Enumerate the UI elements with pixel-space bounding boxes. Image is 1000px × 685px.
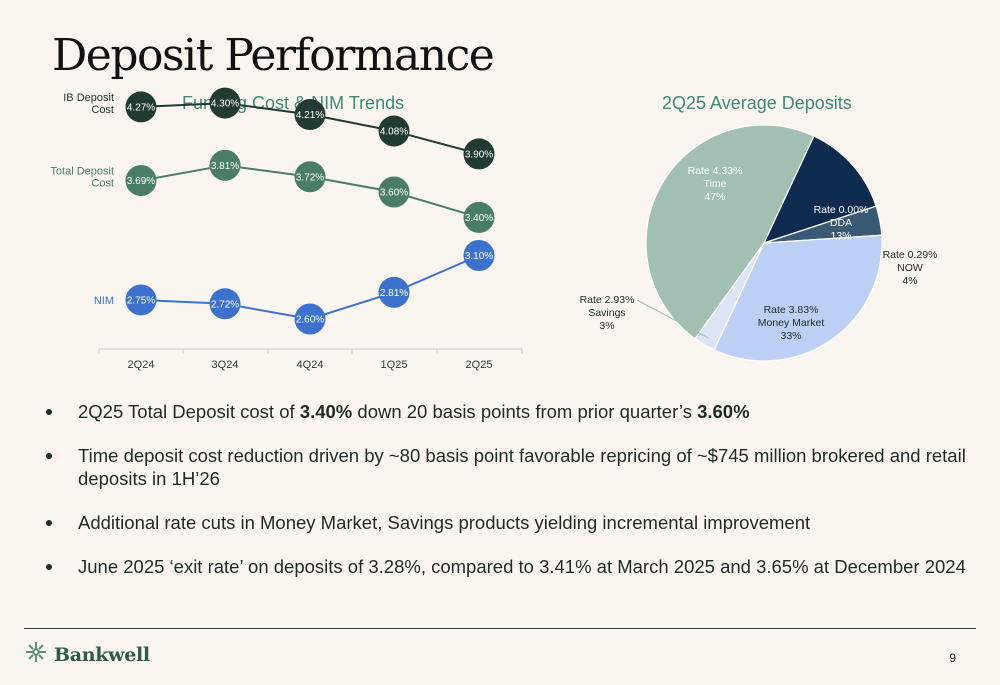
- bullet-item: June 2025 ‘exit rate’ on deposits of 3.2…: [42, 555, 972, 578]
- pie-label-savings: Rate 2.93% Savings 3%: [580, 294, 635, 332]
- x-tick-label-2q25: 2Q25: [466, 359, 493, 371]
- data-label-ib-deposit-cost: 4.21%: [296, 110, 324, 121]
- x-tick-label-2q24: 2Q24: [128, 359, 155, 371]
- data-label-total-deposit-cost: 3.72%: [296, 172, 324, 183]
- data-label-nim: 2.60%: [296, 315, 324, 326]
- data-label-nim: 2.81%: [380, 288, 408, 299]
- pie-label-now: Rate 0.29% NOW 4%: [883, 249, 938, 287]
- bankwell-logo: Bankwell: [24, 640, 150, 669]
- data-label-ib-deposit-cost: 4.27%: [127, 102, 155, 113]
- pie-chart-title: 2Q25 Average Deposits: [662, 93, 852, 113]
- data-point-total-deposit-cost: [463, 201, 495, 233]
- legend-ib-deposit-cost: IB Deposit Cost: [63, 92, 114, 116]
- pie-label-money-market: Rate 3.83% Money Market 33%: [758, 304, 825, 342]
- line-chart: 2Q24 3Q24 4Q24 1Q25 2Q25 IB Deposit Cost Total …: [50, 87, 523, 371]
- data-label-total-deposit-cost: 3.81%: [211, 161, 239, 172]
- data-label-ib-deposit-cost: 4.08%: [380, 127, 408, 138]
- data-point-ib-deposit-cost: [209, 87, 241, 119]
- pie-slice-now: [763, 205, 883, 244]
- logo-text: Bankwell: [54, 643, 150, 666]
- data-point-nim: [294, 303, 326, 335]
- data-point-ib-deposit-cost: [294, 99, 326, 131]
- pie-slice-money-market: [713, 234, 883, 362]
- data-point-ib-deposit-cost: [463, 138, 495, 170]
- data-label-nim: 2.72%: [211, 299, 239, 310]
- data-label-total-deposit-cost: 3.69%: [127, 176, 155, 187]
- data-label-nim: 3.10%: [465, 251, 493, 262]
- data-point-nim: [463, 240, 495, 271]
- data-point-ib-deposit-cost: [378, 115, 410, 147]
- data-point-ib-deposit-cost: [125, 91, 157, 123]
- data-point-nim: [378, 276, 410, 308]
- data-point-nim: [125, 284, 157, 316]
- page-title: Deposit Performance: [52, 30, 495, 81]
- data-label-nim: 2.75%: [127, 295, 155, 306]
- data-point-total-deposit-cost: [294, 161, 326, 193]
- pie-label-time: Rate 4.33% Time 47%: [688, 165, 743, 203]
- bullet-item: 2Q25 Total Deposit cost of 3.40% down 20…: [42, 400, 972, 423]
- data-point-total-deposit-cost: [209, 149, 241, 181]
- bullet-item: Additional rate cuts in Money Market, Sa…: [42, 511, 972, 534]
- legend-nim: NIM: [94, 295, 114, 307]
- bullet-list: 2Q25 Total Deposit cost of 3.40% down 20…: [42, 400, 972, 599]
- pie-slice-time: [645, 124, 815, 340]
- data-label-total-deposit-cost: 3.40%: [465, 213, 493, 224]
- x-tick-label-3q24: 3Q24: [212, 359, 239, 371]
- page-number: 9: [949, 651, 956, 665]
- pie-slice-savings: [694, 242, 765, 351]
- bullet-item: Time deposit cost reduction driven by ~8…: [42, 444, 972, 490]
- data-label-ib-deposit-cost: 3.90%: [465, 149, 493, 160]
- x-tick-label-1q25: 1Q25: [381, 359, 408, 371]
- pie-slice-dda: [762, 135, 877, 245]
- data-point-nim: [209, 288, 241, 320]
- pie-label-dda: Rate 0.00% DDA 13%: [814, 204, 869, 242]
- x-tick-label-4q24: 4Q24: [297, 359, 324, 371]
- data-point-total-deposit-cost: [125, 165, 157, 197]
- data-label-ib-deposit-cost: 4.30%: [211, 99, 239, 110]
- savings-leader-line: [636, 299, 709, 339]
- footer-divider: [24, 628, 976, 629]
- bankwell-mark-icon: [24, 640, 48, 669]
- legend-total-deposit-cost: Total Deposit Cost: [50, 166, 114, 190]
- data-point-total-deposit-cost: [378, 176, 410, 208]
- data-label-total-deposit-cost: 3.60%: [380, 188, 408, 199]
